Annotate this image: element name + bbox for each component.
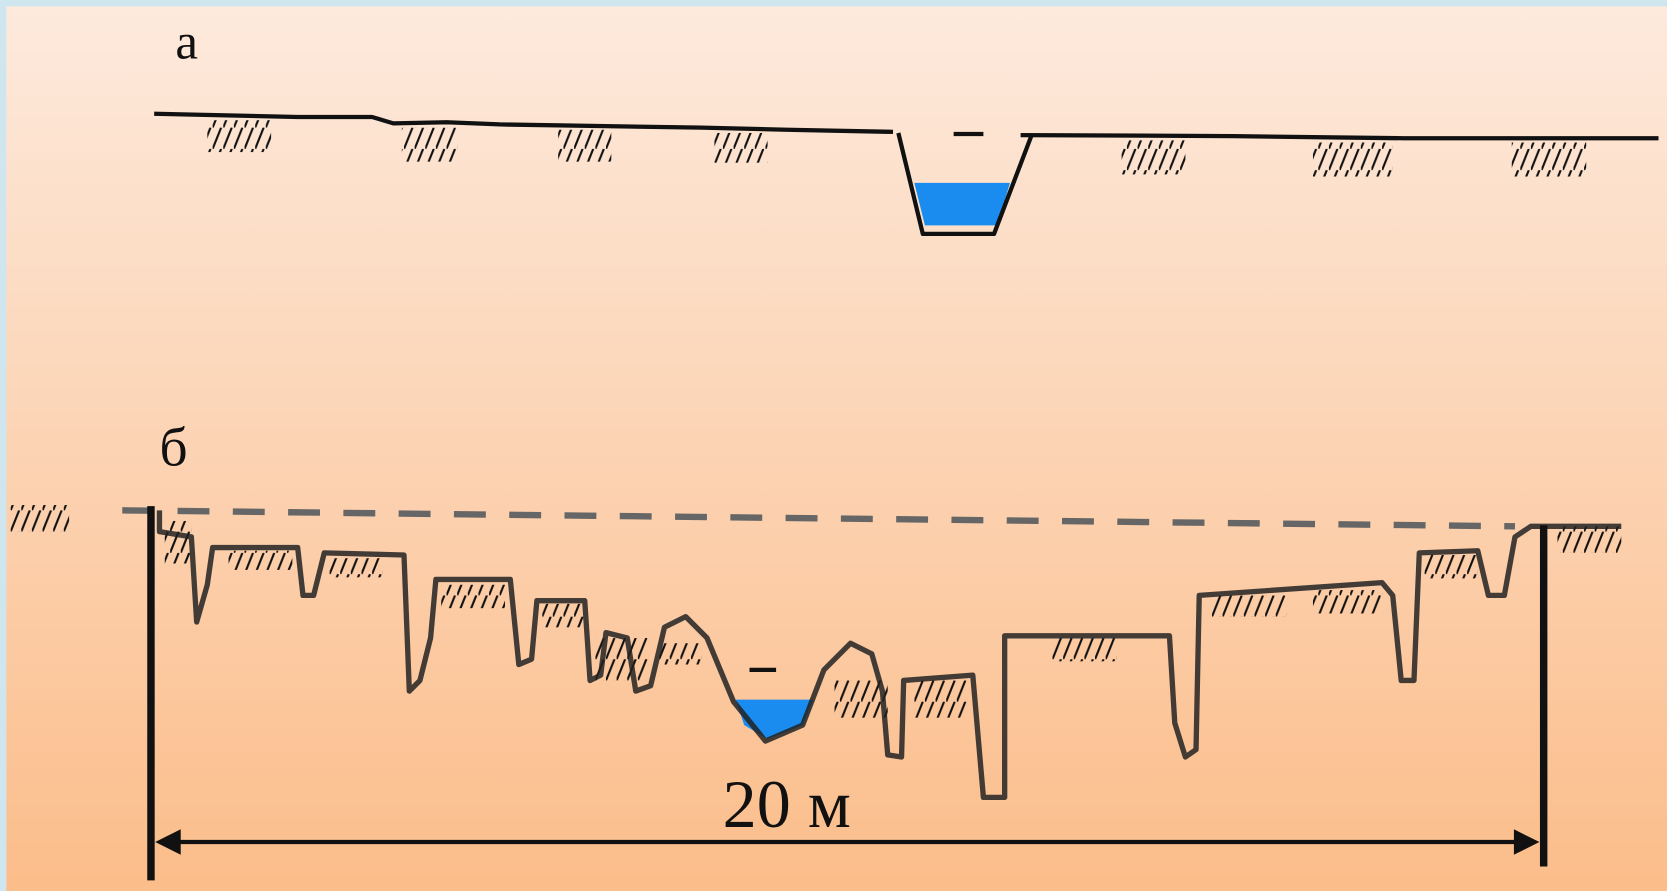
dimension-label: 20 м (723, 766, 851, 842)
ground-line (154, 111, 1659, 141)
hatching (10, 505, 1622, 718)
arrowhead (1513, 829, 1540, 855)
panel-label: а (175, 15, 198, 71)
arrowhead (155, 829, 181, 855)
eroded-surface (156, 510, 1622, 801)
panel-label: б (159, 417, 187, 478)
original-surface (122, 507, 1516, 530)
channel (896, 132, 1034, 237)
hatching (207, 120, 1587, 177)
water (914, 182, 1010, 226)
